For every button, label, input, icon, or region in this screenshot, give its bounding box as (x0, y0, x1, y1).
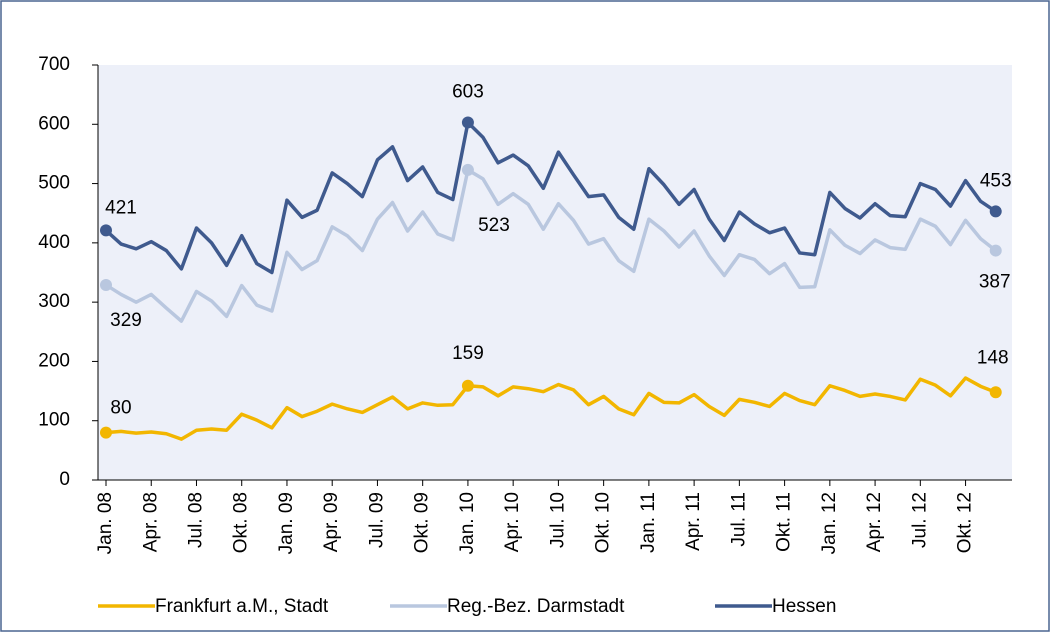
x-tick-label: Apr. 12 (864, 492, 885, 552)
marker (100, 224, 112, 237)
legend-label: Hessen (772, 596, 836, 617)
x-tick-label: Jan. 09 (276, 492, 297, 554)
data-label: 603 (452, 82, 484, 103)
data-label: 159 (452, 343, 484, 364)
data-label: 148 (977, 347, 1009, 368)
marker (461, 116, 474, 129)
x-tick-label: Okt. 10 (593, 492, 614, 553)
y-tick-label: 100 (38, 410, 70, 431)
x-tick-label: Okt. 12 (955, 492, 976, 553)
x-tick-label: Jul. 10 (547, 492, 568, 548)
y-tick-label: 200 (38, 350, 70, 371)
x-tick-label: Okt. 11 (774, 492, 795, 552)
y-tick-label: 700 (38, 54, 70, 75)
x-tick-label: Apr. 08 (140, 492, 161, 552)
series-line (105, 168, 997, 323)
y-tick-label: 600 (38, 113, 70, 134)
x-tick-label: Apr. 09 (321, 492, 342, 552)
x-tick-label: Jan. 08 (95, 492, 116, 554)
x-tick-label: Jul. 12 (909, 492, 930, 548)
data-label: 387 (979, 272, 1011, 293)
x-tick-label: Jan. 12 (819, 492, 840, 554)
data-label: 329 (110, 310, 142, 331)
y-tick-label: 400 (38, 232, 70, 253)
x-tick-label: Jan. 11 (638, 492, 659, 553)
marker (461, 163, 474, 176)
plot-area (98, 65, 1012, 480)
marker (989, 244, 1002, 257)
y-tick-label: 0 (59, 469, 70, 490)
x-tick-label: Okt. 09 (412, 492, 433, 553)
x-tick-label: Jul. 09 (366, 492, 387, 548)
legend-label: Frankfurt a.M., Stadt (155, 596, 329, 617)
data-label: 80 (110, 398, 131, 419)
data-label: 453 (980, 170, 1012, 191)
x-tick-label: Okt. 08 (231, 492, 252, 553)
marker (100, 278, 112, 291)
data-label: 421 (105, 197, 137, 218)
y-tick-label: 300 (38, 291, 70, 312)
x-tick-label: Jan. 10 (457, 492, 478, 554)
marker (461, 379, 474, 392)
legend-label: Reg.-Bez. Darmstadt (447, 596, 625, 617)
marker (989, 205, 1002, 218)
marker (989, 386, 1002, 399)
marker (100, 426, 112, 439)
x-tick-label: Apr. 10 (502, 492, 523, 552)
x-tick-label: Jul. 08 (185, 492, 206, 548)
series-line (104, 120, 997, 275)
series-line (105, 376, 997, 441)
x-tick-label: Apr. 11 (683, 492, 704, 551)
y-tick-label: 500 (38, 173, 70, 194)
data-label: 523 (478, 215, 510, 236)
x-tick-label: Jul. 11 (728, 492, 749, 547)
